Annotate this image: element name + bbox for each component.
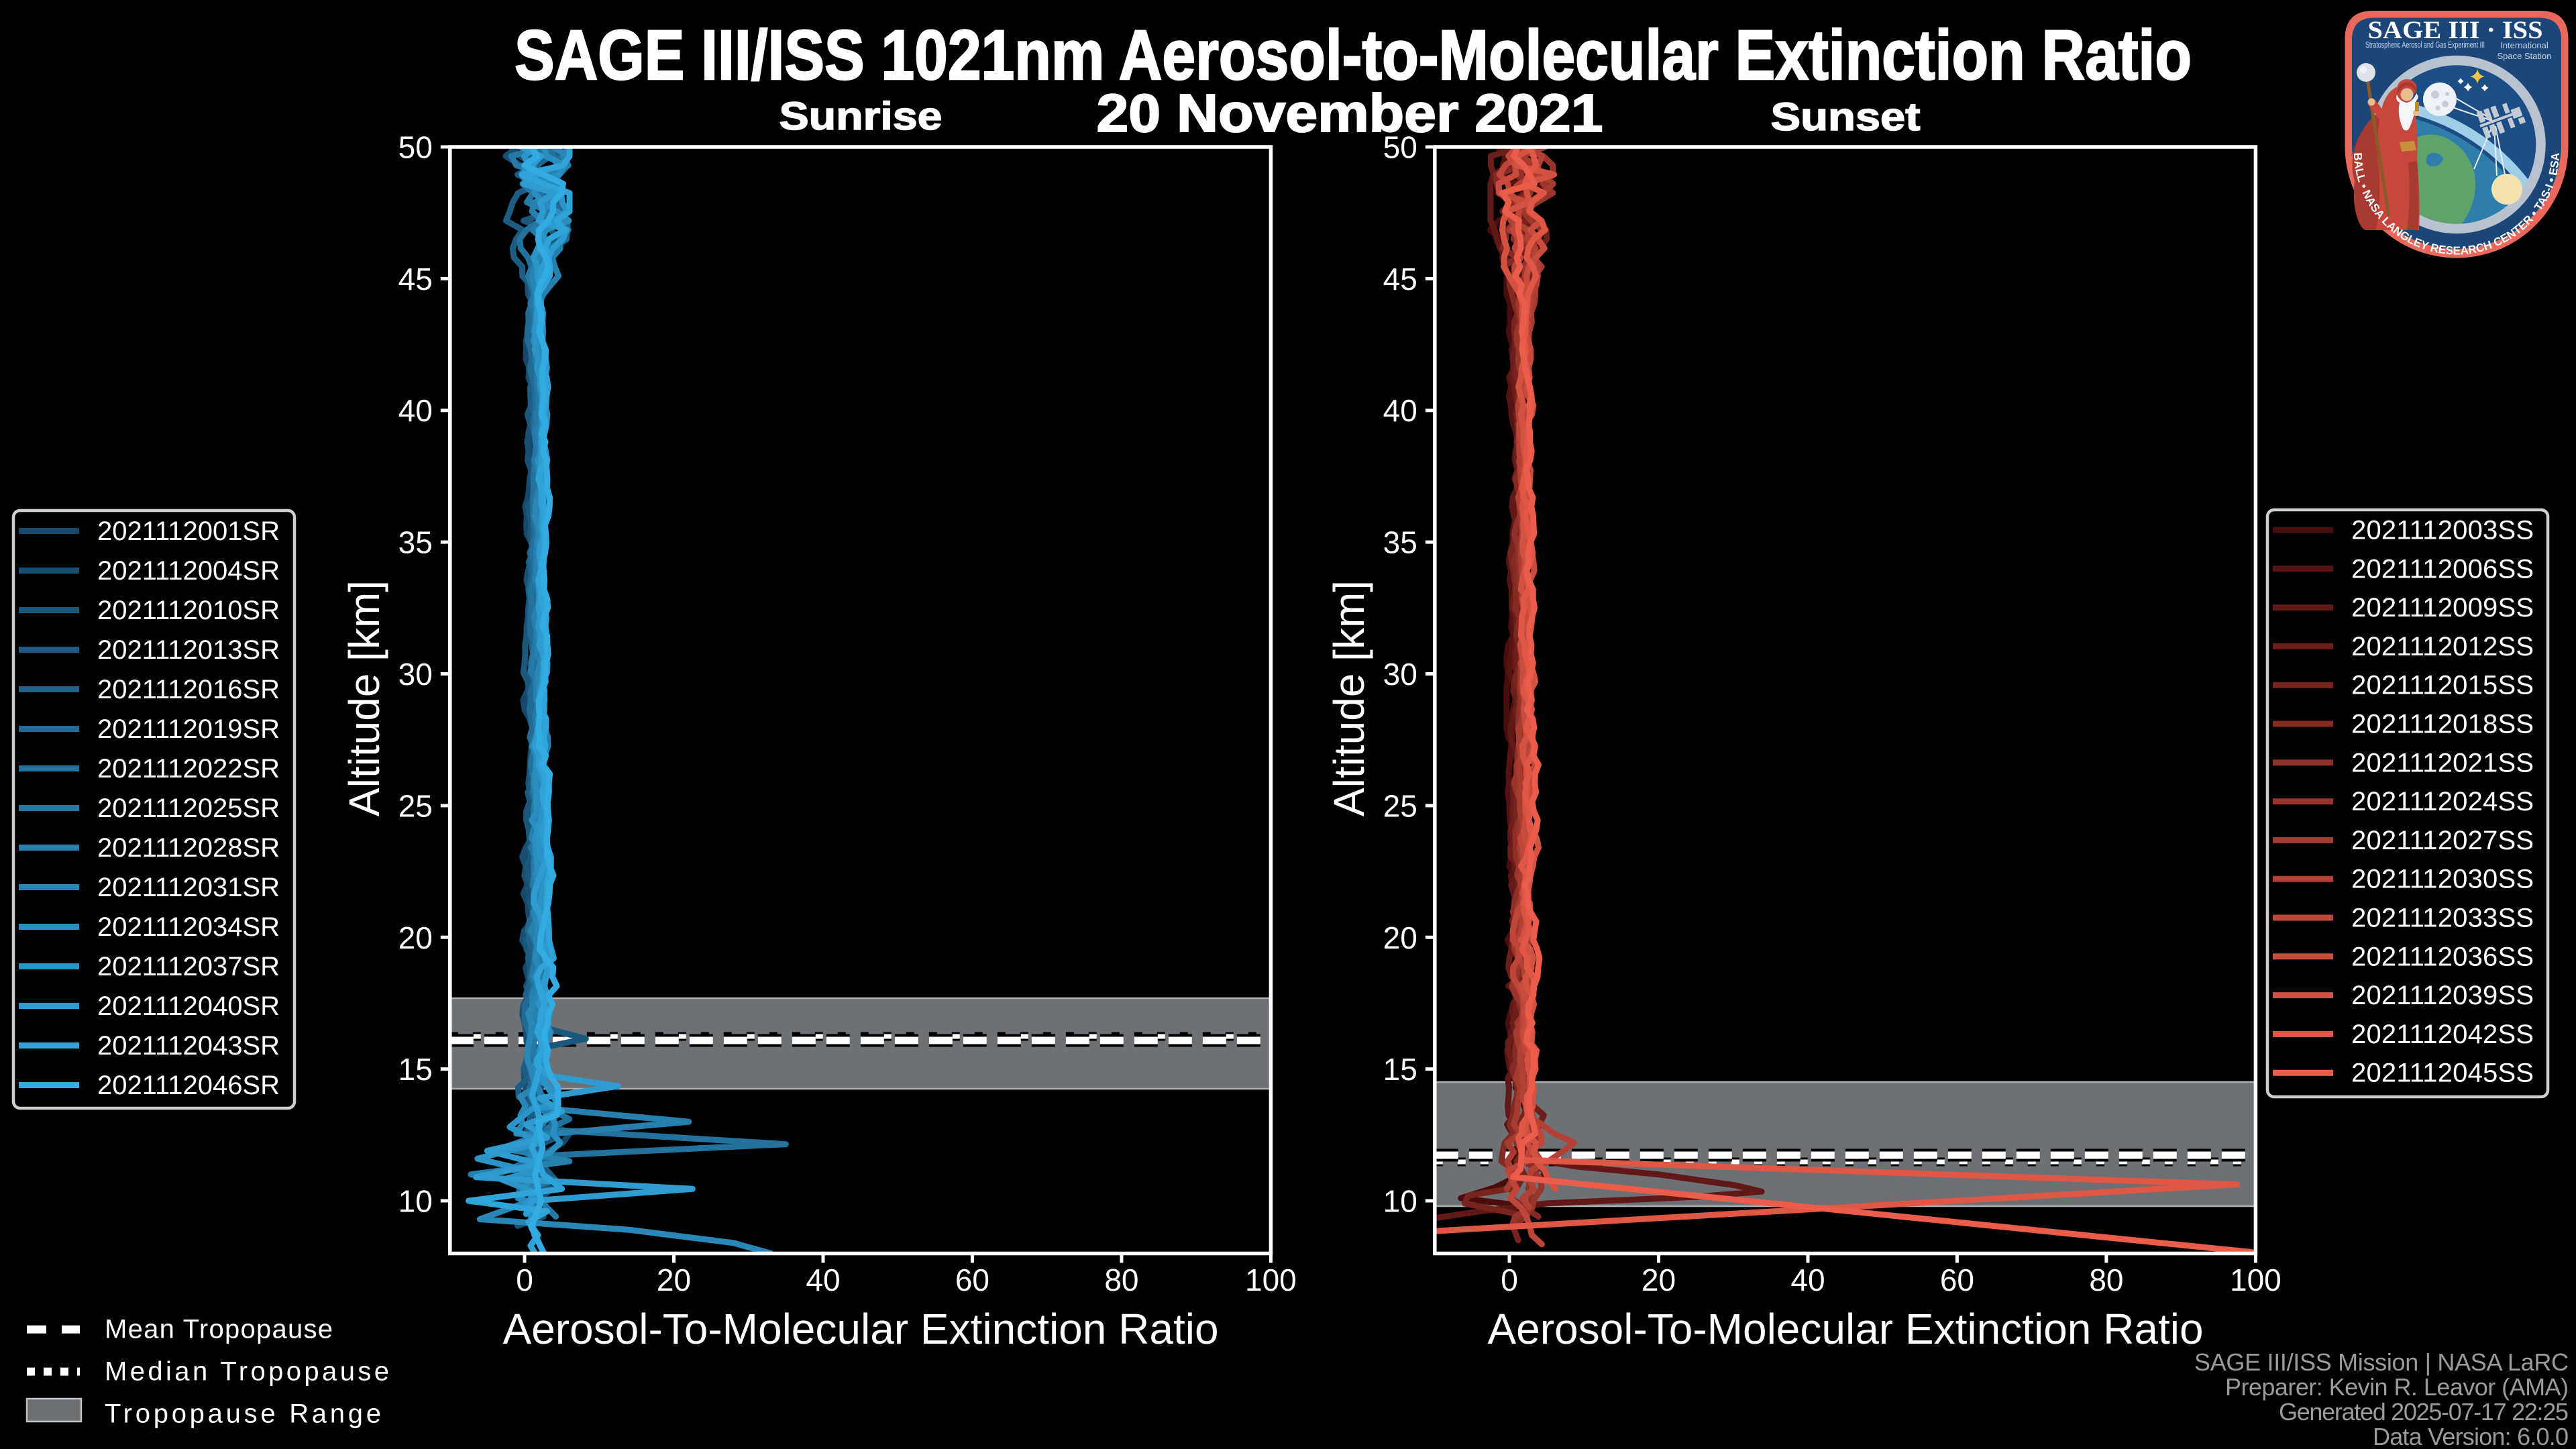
svg-text:Stratospheric Aerosol and Gas: Stratospheric Aerosol and Gas Experiment… — [2365, 40, 2485, 50]
svg-text:80: 80 — [2089, 1263, 2123, 1297]
svg-text:2021112024SS: 2021112024SS — [2351, 787, 2534, 816]
svg-text:Altitude [km]: Altitude [km] — [340, 580, 388, 816]
svg-text:20: 20 — [1383, 920, 1417, 955]
svg-text:2021112039SS: 2021112039SS — [2351, 981, 2534, 1010]
svg-text:2021112019SR: 2021112019SR — [97, 714, 280, 744]
svg-text:Space Station: Space Station — [2498, 51, 2552, 61]
svg-text:SAGE III/ISS 1021nm Aerosol-to: SAGE III/ISS 1021nm Aerosol-to-Molecular… — [515, 16, 2192, 95]
svg-text:20 November 2021: 20 November 2021 — [1097, 83, 1603, 143]
svg-text:Sunrise: Sunrise — [780, 95, 943, 138]
svg-text:2021112027SS: 2021112027SS — [2351, 826, 2534, 855]
svg-text:20: 20 — [1642, 1263, 1676, 1297]
svg-text:2021112021SS: 2021112021SS — [2351, 748, 2534, 777]
svg-text:Aerosol-To-Molecular Extinctio: Aerosol-To-Molecular Extinction Ratio — [502, 1305, 1218, 1353]
svg-text:2021112013SR: 2021112013SR — [97, 635, 280, 665]
svg-text:2021112015SS: 2021112015SS — [2351, 671, 2534, 700]
svg-text:Mean Tropopause: Mean Tropopause — [105, 1315, 333, 1344]
svg-text:2021112001SR: 2021112001SR — [97, 517, 280, 546]
svg-text:2021112004SR: 2021112004SR — [97, 556, 280, 586]
svg-text:35: 35 — [1383, 525, 1417, 560]
svg-text:50: 50 — [1383, 130, 1417, 165]
svg-text:40: 40 — [806, 1263, 840, 1297]
svg-text:45: 45 — [1383, 262, 1417, 297]
svg-text:100: 100 — [1245, 1263, 1297, 1297]
svg-text:2021112042SS: 2021112042SS — [2351, 1020, 2534, 1049]
svg-text:2021112030SS: 2021112030SS — [2351, 865, 2534, 894]
svg-text:2021112018SS: 2021112018SS — [2351, 710, 2534, 739]
svg-text:International: International — [2500, 40, 2548, 50]
svg-text:Aerosol-To-Molecular Extinctio: Aerosol-To-Molecular Extinction Ratio — [1487, 1305, 2203, 1353]
svg-text:Data Version: 6.0.0: Data Version: 6.0.0 — [2373, 1423, 2569, 1449]
svg-text:60: 60 — [955, 1263, 989, 1297]
svg-text:35: 35 — [398, 525, 433, 560]
svg-text:Preparer: Kevin R. Leavor (AMA: Preparer: Kevin R. Leavor (AMA) — [2225, 1373, 2569, 1401]
svg-text:2021112045SS: 2021112045SS — [2351, 1059, 2534, 1088]
svg-text:Altitude [km]: Altitude [km] — [1325, 580, 1373, 816]
svg-text:SAGE III/ISS Mission | NASA La: SAGE III/ISS Mission | NASA LaRC — [2194, 1348, 2569, 1376]
svg-text:2021112012SS: 2021112012SS — [2351, 632, 2534, 661]
svg-text:0: 0 — [1501, 1263, 1518, 1297]
svg-text:2021112031SR: 2021112031SR — [97, 873, 280, 902]
svg-text:40: 40 — [398, 393, 433, 428]
svg-text:60: 60 — [1940, 1263, 1974, 1297]
svg-text:2021112003SS: 2021112003SS — [2351, 516, 2534, 545]
svg-text:10: 10 — [398, 1184, 433, 1219]
svg-text:2021112040SR: 2021112040SR — [97, 991, 280, 1021]
svg-text:30: 30 — [398, 657, 433, 692]
svg-text:2021112022SR: 2021112022SR — [97, 754, 280, 784]
svg-text:2021112009SS: 2021112009SS — [2351, 593, 2534, 623]
svg-text:20: 20 — [398, 920, 433, 955]
svg-text:Sunset: Sunset — [1771, 95, 1921, 139]
svg-text:100: 100 — [2230, 1263, 2282, 1297]
svg-text:50: 50 — [398, 130, 433, 165]
svg-text:Generated 2025-07-17 22:25: Generated 2025-07-17 22:25 — [2279, 1398, 2569, 1426]
svg-text:45: 45 — [398, 262, 433, 297]
svg-text:15: 15 — [398, 1052, 433, 1087]
svg-text:2021112034SR: 2021112034SR — [97, 912, 280, 942]
svg-text:40: 40 — [1383, 393, 1417, 428]
svg-text:15: 15 — [1383, 1052, 1417, 1087]
svg-text:25: 25 — [398, 788, 433, 823]
svg-text:0: 0 — [516, 1263, 533, 1297]
svg-text:25: 25 — [1383, 788, 1417, 823]
svg-text:2021112016SR: 2021112016SR — [97, 675, 280, 704]
svg-text:SAGE III · ISS: SAGE III · ISS — [2368, 17, 2543, 44]
svg-text:40: 40 — [1790, 1263, 1825, 1297]
svg-text:20: 20 — [657, 1263, 691, 1297]
svg-text:2021112036SS: 2021112036SS — [2351, 942, 2534, 971]
svg-text:2021112043SR: 2021112043SR — [97, 1031, 280, 1061]
svg-text:2021112033SS: 2021112033SS — [2351, 904, 2534, 933]
svg-text:2021112006SS: 2021112006SS — [2351, 554, 2534, 584]
svg-text:30: 30 — [1383, 657, 1417, 692]
svg-text:Median Tropopause: Median Tropopause — [105, 1357, 389, 1387]
svg-text:2021112046SR: 2021112046SR — [97, 1071, 280, 1100]
svg-text:2021112010SR: 2021112010SR — [97, 596, 280, 625]
svg-text:2021112025SR: 2021112025SR — [97, 794, 280, 823]
svg-text:2021112037SR: 2021112037SR — [97, 952, 280, 981]
svg-text:10: 10 — [1383, 1184, 1417, 1219]
svg-text:2021112028SR: 2021112028SR — [97, 833, 280, 863]
svg-text:80: 80 — [1104, 1263, 1138, 1297]
